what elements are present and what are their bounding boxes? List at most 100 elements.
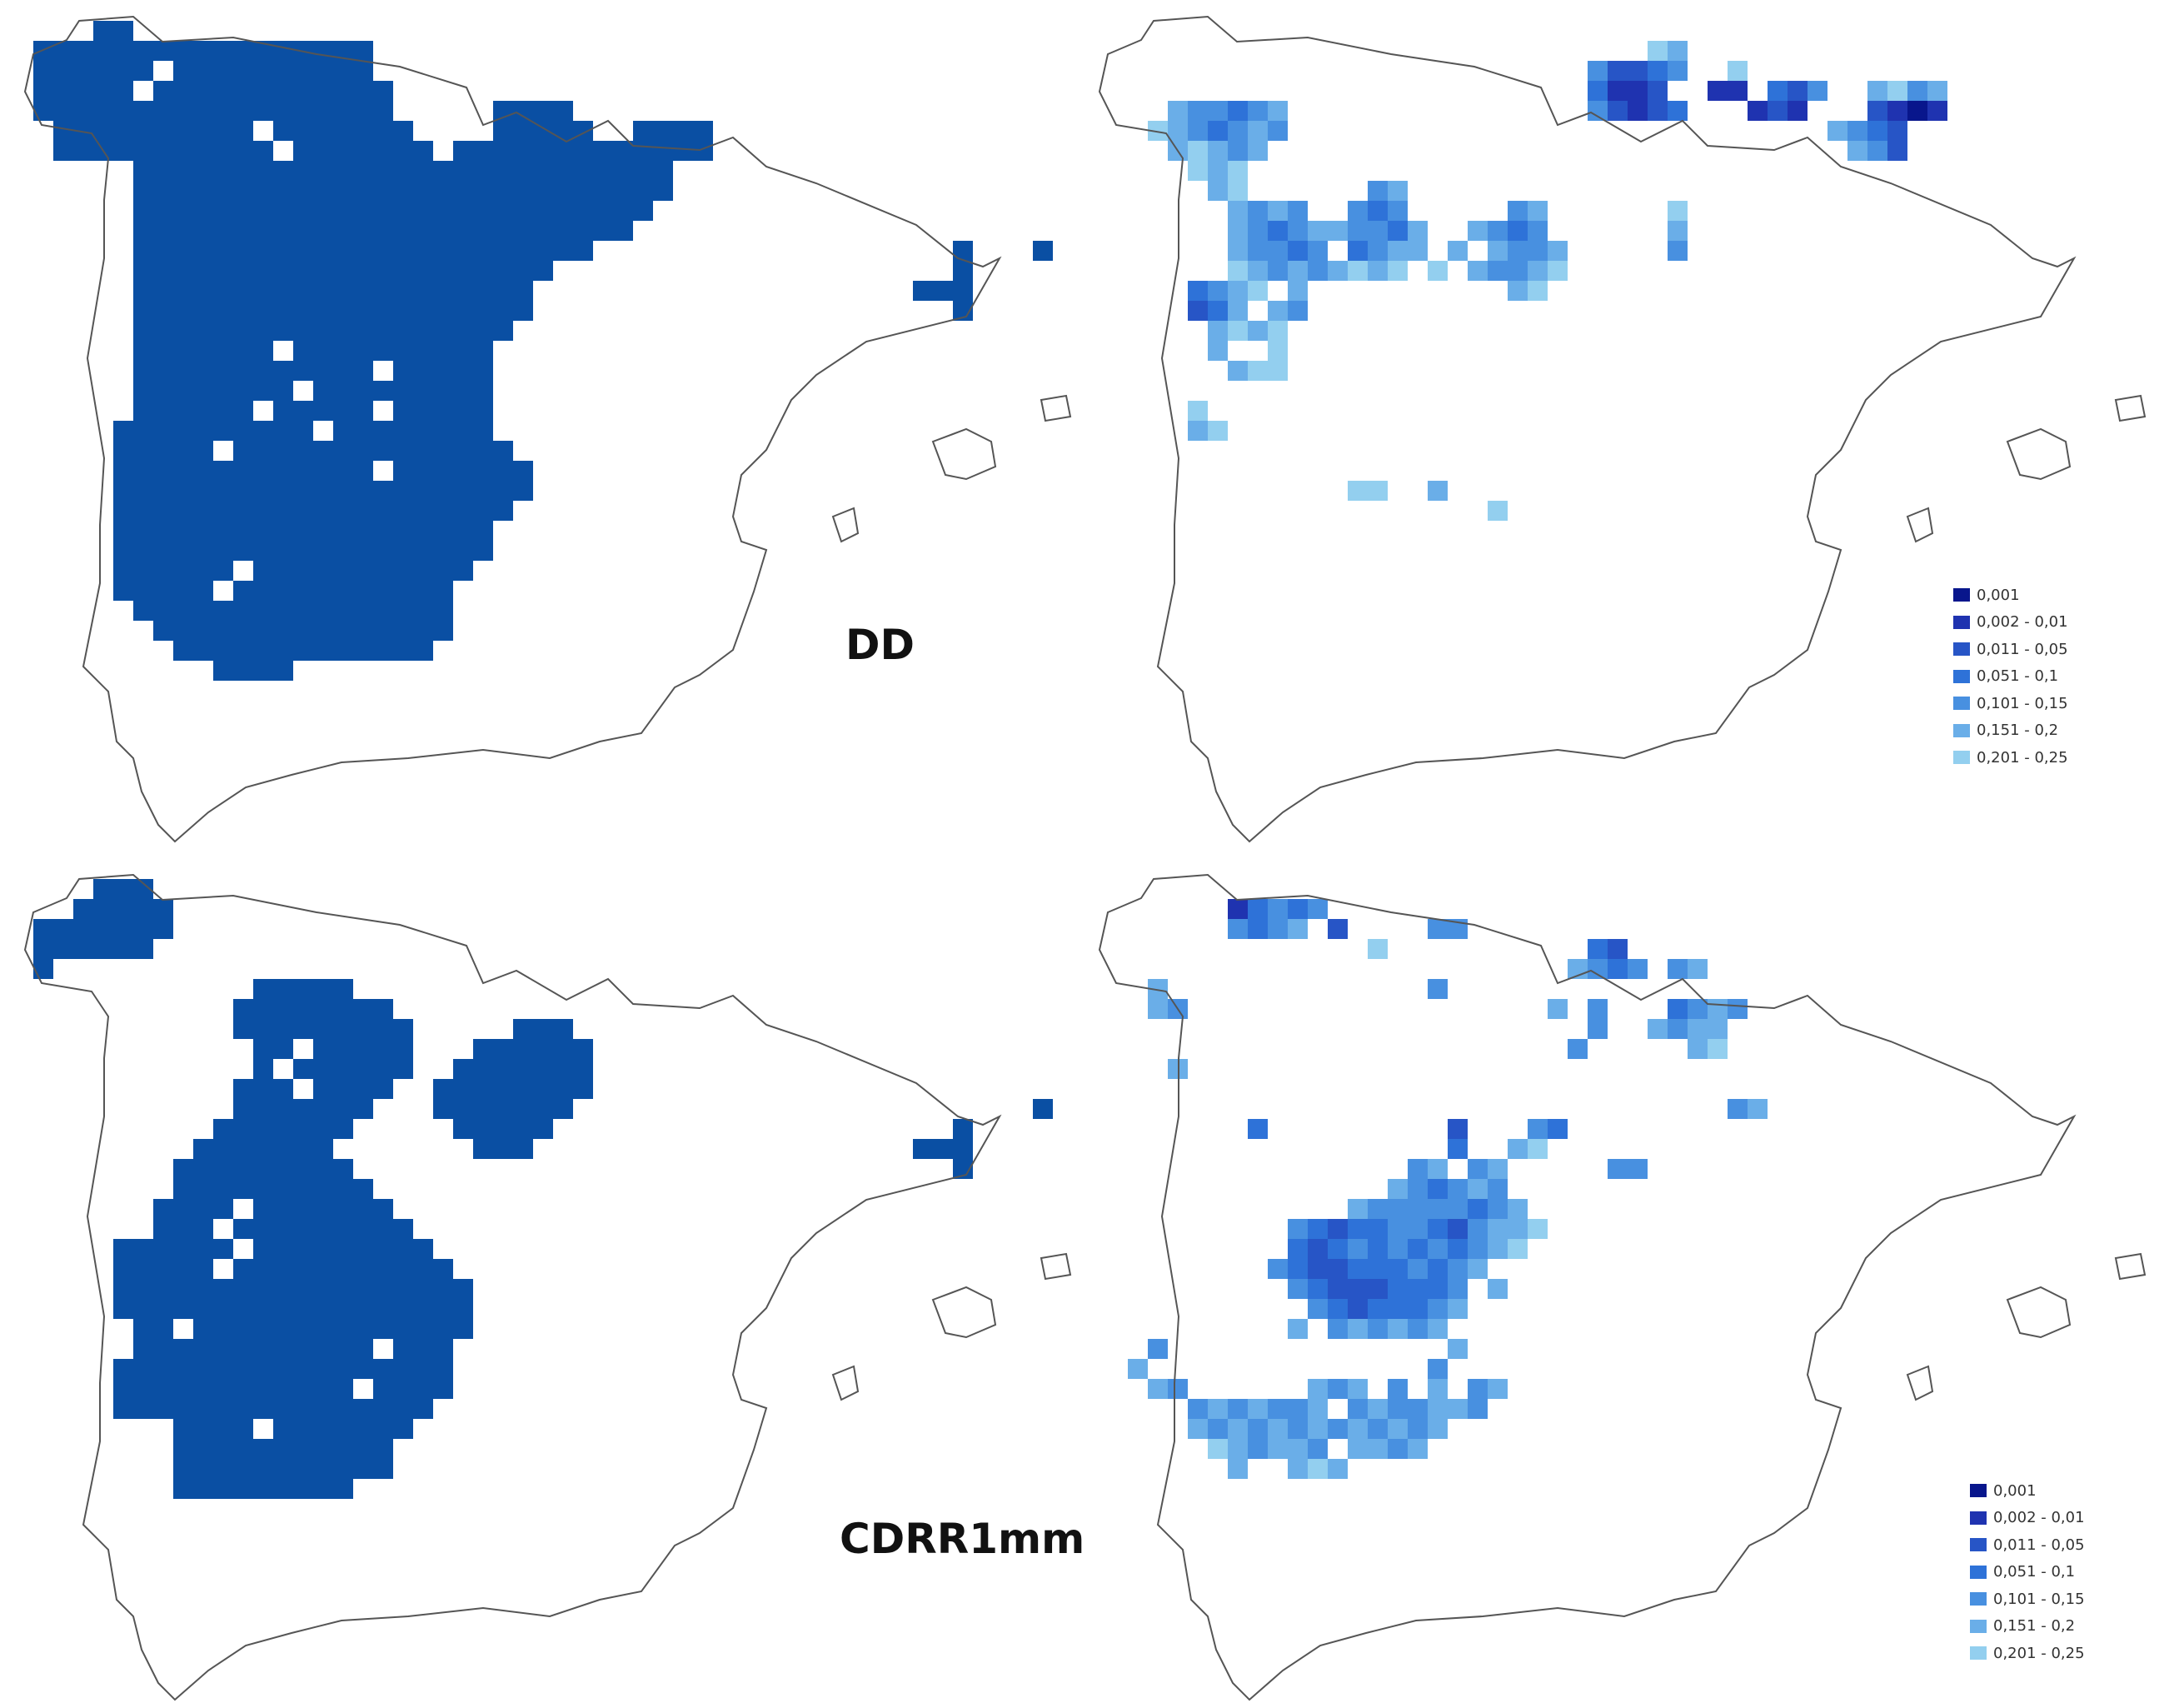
significant-cell [433, 1259, 453, 1279]
legend-swatch [1970, 1619, 1987, 1633]
pvalue-cell [1488, 1219, 1508, 1239]
pvalue-cell [1348, 1439, 1368, 1459]
significant-cell [353, 261, 373, 281]
significant-cell [553, 201, 573, 221]
significant-cell [133, 1339, 153, 1359]
significant-cell [353, 141, 373, 161]
significant-cell [153, 381, 173, 401]
significant-cell [493, 181, 513, 201]
significant-cell [293, 1219, 313, 1239]
significant-cell [73, 939, 93, 959]
significant-cell [353, 421, 373, 441]
significant-cell [213, 1199, 233, 1219]
significant-cell [233, 181, 253, 201]
pvalue-cell [1208, 421, 1228, 441]
pvalue-cell [1508, 261, 1528, 281]
pvalue-cell [1488, 1239, 1508, 1259]
pvalue-cell [1588, 959, 1608, 979]
pvalue-cell [1208, 281, 1228, 301]
significant-cell [473, 261, 493, 281]
significant-cell [173, 1439, 193, 1459]
significant-cell [333, 101, 353, 121]
significant-cell [473, 1039, 493, 1059]
pvalue-cell [1548, 241, 1568, 261]
significant-cell [533, 1059, 553, 1079]
significant-cell [453, 461, 473, 481]
significant-cell [293, 521, 313, 541]
significant-cell [593, 201, 613, 221]
significant-cell [373, 441, 393, 461]
significant-cell [273, 521, 293, 541]
pvalue-cell [1228, 361, 1248, 381]
significant-cell [433, 1279, 453, 1299]
significant-cell [153, 161, 173, 181]
pvalue-cell [1728, 81, 1748, 101]
significant-cell [193, 1439, 213, 1459]
pvalue-cell [1348, 1379, 1368, 1399]
significant-cell [73, 919, 93, 939]
significant-cell [353, 1019, 373, 1039]
significant-cell [293, 561, 313, 581]
pvalue-cell [1288, 241, 1308, 261]
significant-cell [333, 401, 353, 421]
significant-cell [313, 381, 333, 401]
significant-cell [253, 61, 273, 81]
significant-cell [393, 341, 413, 361]
pvalue-cell [1528, 241, 1548, 261]
significant-cell [93, 41, 113, 61]
significant-cell [253, 541, 273, 561]
significant-cell [273, 1099, 293, 1119]
pvalue-cell [1248, 1119, 1268, 1139]
significant-cell [353, 1059, 373, 1079]
pvalue-cell [1788, 81, 1808, 101]
significant-cell [313, 41, 333, 61]
significant-cell [373, 341, 393, 361]
significant-cell [153, 1339, 173, 1359]
significant-cell [233, 1179, 253, 1199]
significant-cell [113, 919, 133, 939]
pvalue-cell [1488, 221, 1508, 241]
significant-cell [493, 1139, 513, 1159]
legend-cdrr1mm-pvalues: 0,001 0,002 - 0,01 0,011 - 0,05 0,051 - … [1970, 1477, 2085, 1667]
pvalue-cell [1488, 1379, 1508, 1399]
significant-cell [513, 301, 533, 321]
significant-cell [453, 321, 473, 341]
significant-cell [273, 1199, 293, 1219]
legend-label: 0,101 - 0,15 [1977, 694, 2068, 712]
significant-cell [373, 641, 393, 661]
significant-cell [133, 521, 153, 541]
significant-cell [93, 61, 113, 81]
significant-cell [133, 241, 153, 261]
significant-cell [233, 281, 253, 301]
significant-cell [333, 1439, 353, 1459]
significant-cell [293, 601, 313, 621]
pvalue-cell [1308, 241, 1328, 261]
significant-cell [253, 1279, 273, 1299]
significant-cell [153, 81, 173, 101]
significant-cell [333, 361, 353, 381]
significant-cell [253, 1219, 273, 1239]
significant-cell [293, 1339, 313, 1359]
significant-cell [333, 581, 353, 601]
significant-cell [333, 141, 353, 161]
significant-cell [333, 1259, 353, 1279]
significant-cell [273, 1239, 293, 1259]
significant-cell [173, 581, 193, 601]
significant-cell [373, 1419, 393, 1439]
significant-cell [33, 939, 53, 959]
significant-cell [273, 381, 293, 401]
significant-cell [173, 1239, 193, 1259]
significant-cell [353, 501, 373, 521]
significant-cell [293, 101, 313, 121]
significant-cell [433, 161, 453, 181]
significant-cell [373, 1379, 393, 1399]
significant-cell [353, 1359, 373, 1379]
significant-cell [313, 1159, 333, 1179]
significant-cell [133, 101, 153, 121]
legend-item: 0,001 [1970, 1477, 2085, 1505]
significant-cell [113, 879, 133, 899]
pvalue-cell [1608, 1159, 1628, 1179]
significant-cell [233, 101, 253, 121]
significant-cell [153, 1239, 173, 1259]
pvalue-cell [1388, 261, 1408, 281]
